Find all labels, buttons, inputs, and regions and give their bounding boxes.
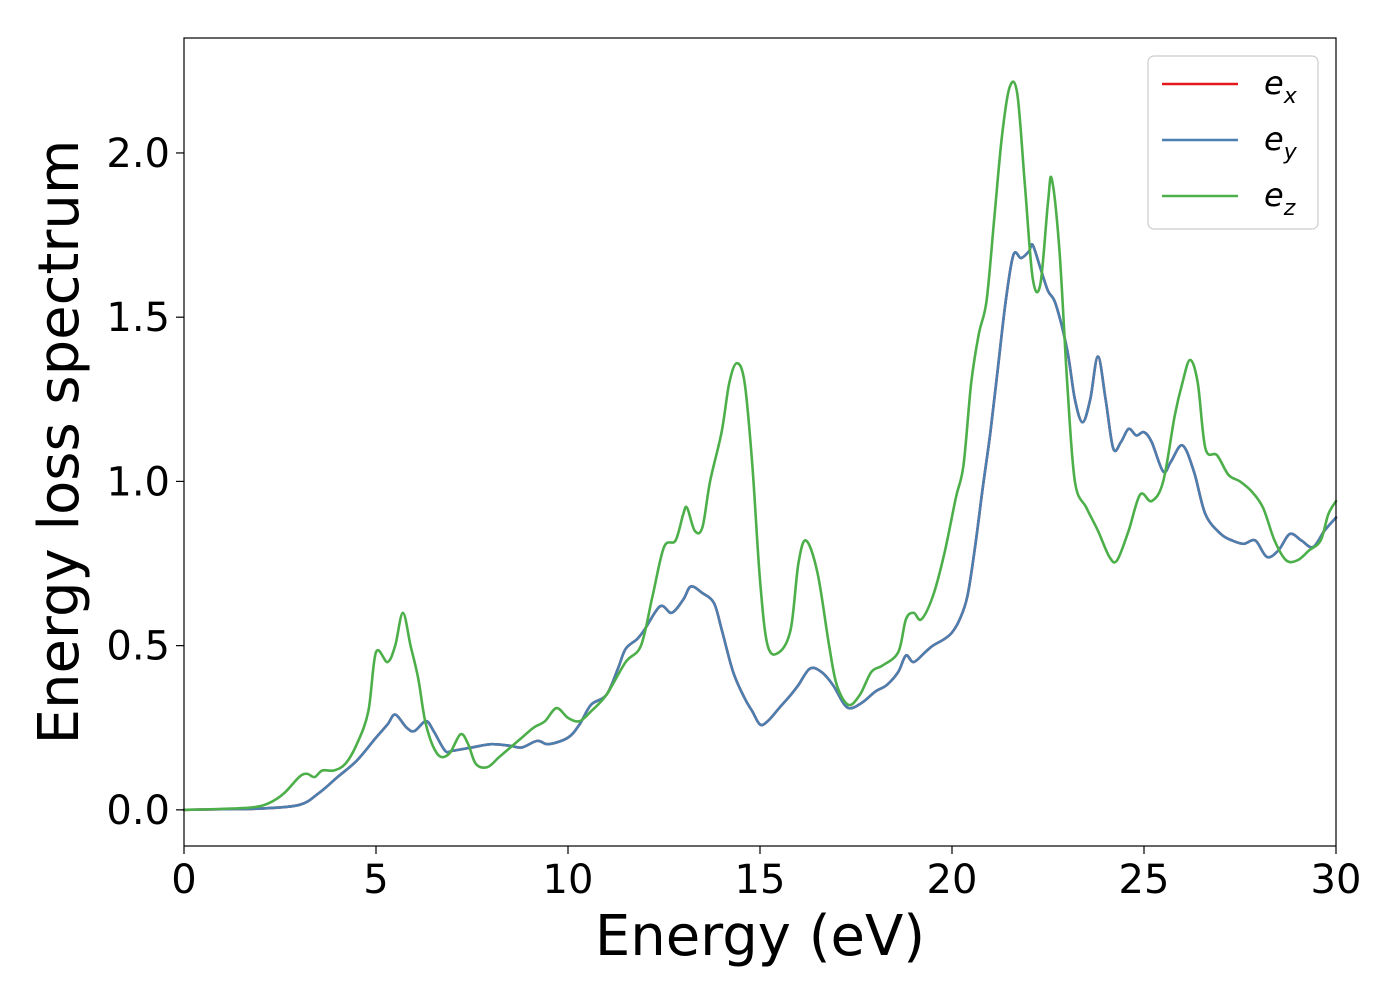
legend-box (1147, 55, 1319, 230)
x-tick-label: 5 (363, 857, 388, 903)
x-tick-label: 0 (171, 857, 196, 903)
y-tick-label: 0.5 (106, 624, 170, 670)
y-tick-label: 1.5 (106, 295, 170, 341)
series-line-z (182, 80, 1338, 812)
series-line-y (182, 243, 1338, 812)
legend-label-y: ey (1264, 120, 1298, 165)
y-axis-ticks: 0.0 0.5 1.0 1.5 2.0 (106, 131, 184, 834)
x-tick-label: 15 (735, 857, 786, 903)
y-tick-label: 0.0 (106, 788, 170, 834)
legend-label-x: ex (1264, 64, 1298, 109)
y-axis-title: Energy loss spectrum (27, 140, 92, 745)
y-tick-label: 1.0 (106, 459, 170, 505)
x-tick-label: 20 (927, 857, 978, 903)
x-tick-label: 25 (1119, 857, 1170, 903)
y-tick-label: 2.0 (106, 131, 170, 177)
legend: ex ey ez (1147, 55, 1319, 230)
x-tick-label: 30 (1311, 857, 1362, 903)
legend-label-z: ez (1264, 176, 1296, 221)
x-axis-title: Energy (eV) (595, 904, 925, 969)
x-axis-ticks: 0 5 10 15 20 25 30 (171, 846, 1361, 903)
x-tick-label: 10 (543, 857, 594, 903)
series-layer (182, 80, 1338, 812)
plot-background (184, 38, 1336, 846)
